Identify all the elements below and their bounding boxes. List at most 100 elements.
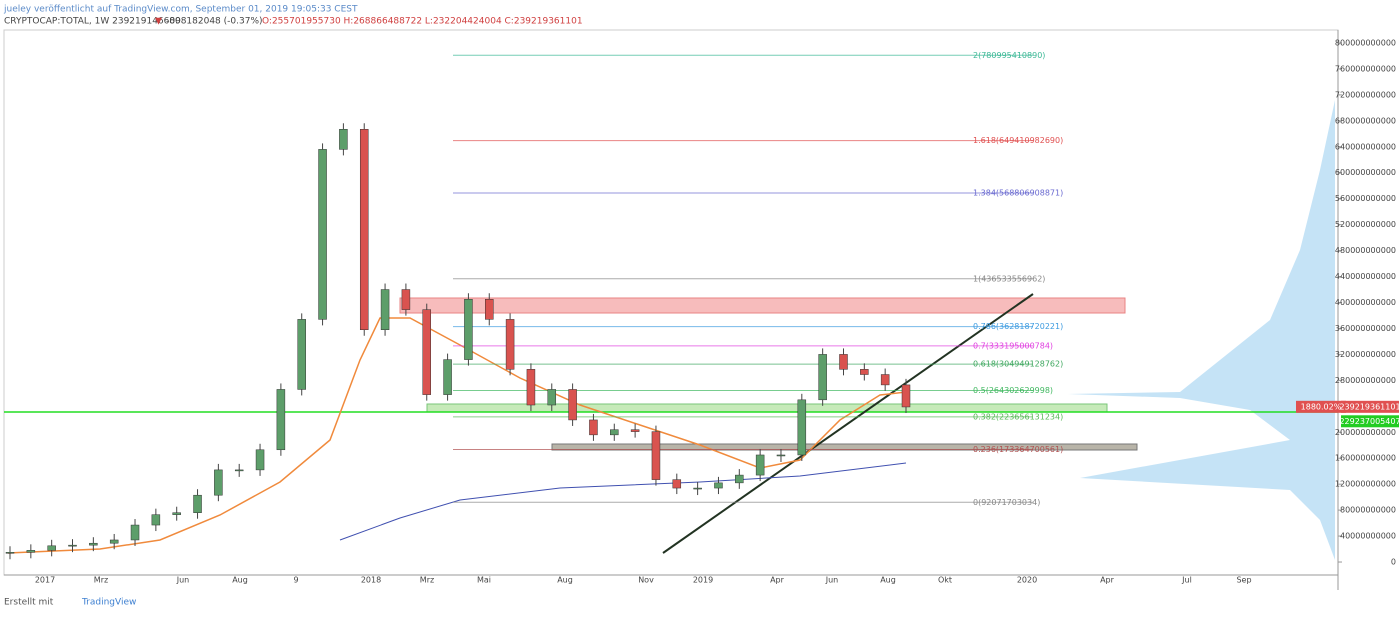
candle <box>401 289 411 310</box>
price-label: 1880.02% <box>1301 402 1342 411</box>
candle <box>901 384 911 408</box>
y-tick-label: 720000000000 <box>1335 90 1396 99</box>
price-label: 229237005407 <box>1339 417 1400 426</box>
candle <box>818 354 827 401</box>
x-tick-label: Aug <box>232 576 248 585</box>
publisher: jueley veröffentlicht auf TradingView.co… <box>3 5 358 15</box>
y-tick-label: 520000000000 <box>1335 220 1396 229</box>
candle <box>359 129 369 330</box>
candle <box>5 552 15 554</box>
moving-average-long <box>339 462 907 541</box>
y-tick-label: 200000000000 <box>1335 428 1396 437</box>
candle <box>526 369 536 406</box>
y-tick-label: 680000000000 <box>1335 116 1396 125</box>
price-label-box <box>1341 400 1399 413</box>
y-tick-label: 800000000000 <box>1335 38 1396 47</box>
y-tick-label: 400000000000 <box>1335 298 1396 307</box>
y-tick-label: 160000000000 <box>1335 454 1396 463</box>
price-label: 239219361101 <box>1339 402 1400 411</box>
footer-brand[interactable]: TradingView <box>81 598 136 608</box>
footer-made: Erstellt mit <box>4 598 54 608</box>
candle <box>776 454 786 457</box>
fib-label: 0.5(264302629998) <box>973 386 1053 395</box>
fib-label: 0.382(223656131234) <box>973 412 1063 421</box>
fib-label: 1.384(568806908871) <box>973 188 1063 197</box>
candle <box>68 544 77 547</box>
x-tick-label: Jun <box>176 576 190 585</box>
candle <box>214 469 223 496</box>
y-tick-label: 40000000000 <box>1340 532 1396 541</box>
price-label-box <box>1341 415 1399 428</box>
fib-label: 0.7(333195000784) <box>973 341 1053 350</box>
fib-label: 0(92071703034) <box>973 498 1040 507</box>
candle <box>630 429 640 432</box>
candle <box>693 487 702 490</box>
y-tick-label: 600000000000 <box>1335 168 1396 177</box>
fib-label: 1(436533556962) <box>973 274 1045 283</box>
candle <box>130 524 140 541</box>
candle <box>610 429 619 436</box>
x-tick-label: 2019 <box>693 576 713 585</box>
volume-profile <box>1068 100 1335 560</box>
y-tick-label: 280000000000 <box>1335 376 1396 385</box>
candle <box>255 449 265 471</box>
y-tick-label: 640000000000 <box>1335 142 1396 151</box>
y-tick-label: 360000000000 <box>1335 324 1396 333</box>
fib-label: 1.618(649410982690) <box>973 136 1063 145</box>
x-tick-label: Okt <box>938 576 952 585</box>
candle <box>880 374 890 386</box>
candle <box>109 539 119 544</box>
candle <box>714 482 723 489</box>
candle <box>26 550 36 553</box>
x-tick-label: Aug <box>880 576 896 585</box>
candle <box>443 359 452 395</box>
y-tick-label: 120000000000 <box>1335 480 1396 489</box>
fib-label: 2(780995410890) <box>973 51 1045 60</box>
candle <box>464 299 473 360</box>
candle <box>547 389 557 406</box>
candle <box>735 474 744 484</box>
x-tick-label: Sep <box>1236 576 1251 585</box>
fib-label: 0.618(304949128762) <box>973 360 1063 369</box>
candle <box>755 454 765 476</box>
x-tick-label: 2018 <box>361 576 381 585</box>
arrow: ▼ <box>155 17 162 27</box>
candle <box>672 479 682 489</box>
candle <box>172 512 181 515</box>
y-tick-label: 320000000000 <box>1335 350 1396 359</box>
candle <box>839 354 848 370</box>
candle <box>318 149 327 320</box>
fib-label: 0.786(362818720221) <box>973 322 1063 331</box>
symbol: CRYPTOCAP:TOTAL, 1W 239219146609 <box>4 17 181 27</box>
candle <box>589 419 598 436</box>
candle <box>485 299 494 320</box>
y-tick-label: 440000000000 <box>1335 272 1396 281</box>
candle <box>297 319 306 390</box>
x-tick-label: Mai <box>477 576 491 585</box>
fib-label: 0.236(173364700561) <box>973 445 1063 454</box>
x-tick-label: Mrz <box>420 576 434 585</box>
trend-line <box>662 293 1034 554</box>
x-tick-label: Nov <box>638 576 654 585</box>
candle <box>568 389 577 421</box>
x-tick-label: Apr <box>770 576 785 585</box>
candle <box>380 289 390 330</box>
candle <box>860 369 869 375</box>
candle <box>47 545 56 551</box>
y-tick-label: 760000000000 <box>1335 64 1396 73</box>
candle <box>234 469 244 472</box>
change: -808182048 (-0.37%) <box>166 17 263 27</box>
candle <box>339 129 348 150</box>
x-tick-label: 2017 <box>35 576 55 585</box>
x-tick-label: 2020 <box>1017 576 1037 585</box>
candle <box>797 399 807 456</box>
candle <box>89 542 98 546</box>
x-tick-label: Apr <box>1100 576 1115 585</box>
candle <box>193 494 202 513</box>
x-tick-label: Aug <box>557 576 573 585</box>
y-tick-label: 480000000000 <box>1335 246 1396 255</box>
candle <box>151 514 161 526</box>
candle <box>505 319 515 370</box>
